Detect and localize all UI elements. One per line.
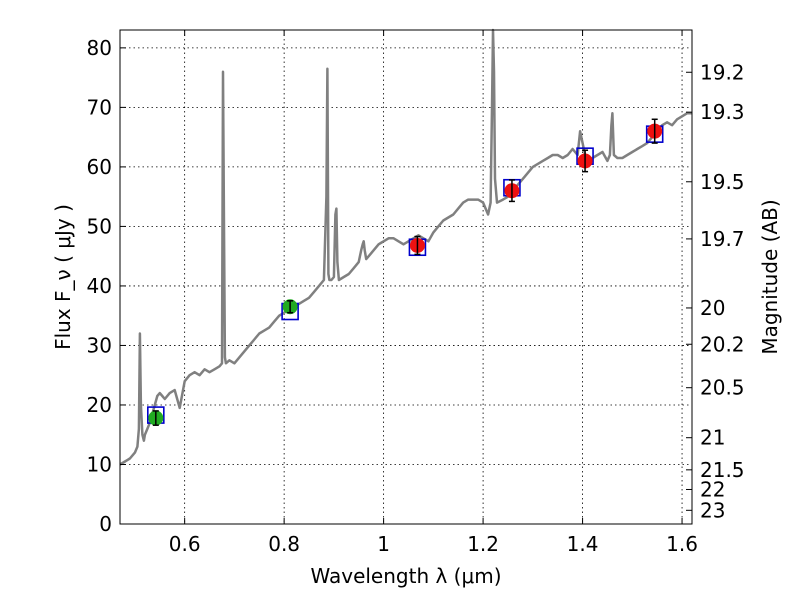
right-tick-label: 19.3: [700, 100, 745, 124]
right-tick-label: 23: [700, 498, 725, 522]
x-tick-label: 1: [377, 532, 390, 556]
right-tick-label: 22: [700, 477, 725, 501]
y-tick-label: 10: [87, 452, 112, 476]
y-tick-label: 0: [99, 512, 112, 536]
y-axis-label: Flux F_ν ( μJy ): [51, 204, 75, 350]
y-axis-ticks: 0 10 20 30 40 50 60 70 80: [87, 36, 126, 536]
y-tick-label: 80: [87, 36, 112, 60]
x-axis-ticks: 0.6 0.8 1 1.2 1.4 1.6: [169, 30, 698, 556]
spectrum-line: [119, 28, 692, 466]
y-tick-label: 20: [87, 393, 112, 417]
right-axis-label: Magnitude (AB): [758, 199, 782, 354]
plot-frame: [119, 29, 693, 525]
right-tick-label: 20: [700, 296, 725, 320]
right-tick-label: 20.5: [700, 376, 745, 400]
photometry-points-layer: [148, 118, 663, 426]
right-tick-label: 21.5: [700, 458, 745, 482]
y-tick-label: 50: [87, 214, 112, 238]
y-tick-label: 60: [87, 155, 112, 179]
x-tick-label: 0.6: [169, 532, 201, 556]
x-tick-label: 0.8: [268, 532, 300, 556]
right-tick-label: 20.2: [700, 332, 745, 356]
x-tick-label: 1.6: [666, 532, 698, 556]
grid-lines: [120, 30, 692, 525]
spectrum-layer: [119, 28, 692, 466]
right-tick-label: 21: [700, 426, 725, 450]
y-tick-label: 30: [87, 333, 112, 357]
y-tick-label: 70: [87, 95, 112, 119]
y-tick-label: 40: [87, 274, 112, 298]
x-tick-label: 1.4: [567, 532, 599, 556]
x-axis-label: Wavelength λ (μm): [310, 564, 501, 588]
x-tick-label: 1.2: [467, 532, 499, 556]
right-tick-label: 19.7: [700, 227, 745, 251]
right-tick-label: 19.5: [700, 170, 745, 194]
right-tick-label: 19.2: [700, 60, 745, 84]
